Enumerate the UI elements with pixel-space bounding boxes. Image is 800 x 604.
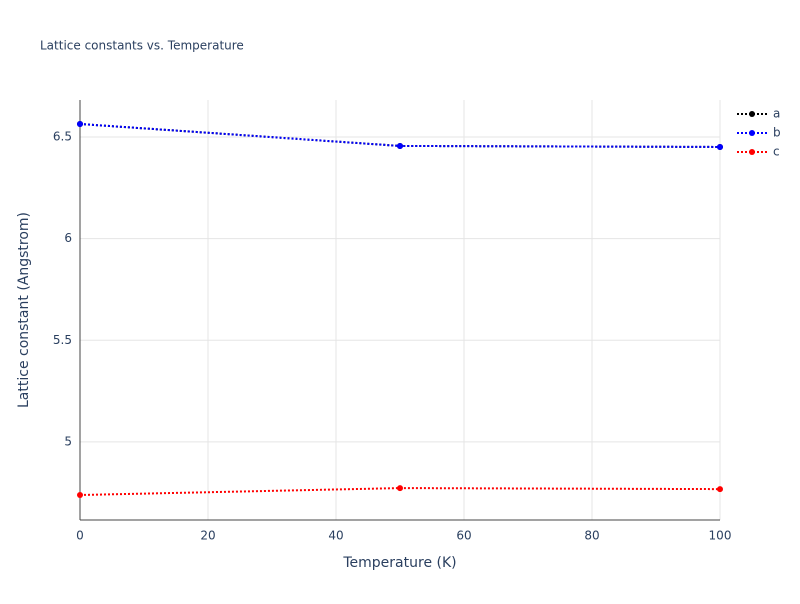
data-point <box>397 485 403 492</box>
legend-marker <box>749 111 755 117</box>
x-axis-label: Temperature (K) <box>342 555 456 571</box>
y-tick-label: 5.5 <box>53 333 72 347</box>
chart-title: Lattice constants vs. Temperature <box>40 39 244 53</box>
x-tick-label: 20 <box>200 529 215 543</box>
legend-marker <box>749 130 755 136</box>
x-tick-label: 80 <box>584 529 599 543</box>
y-axis-label: Lattice constant (Angstrom) <box>16 212 32 408</box>
x-tick-label: 100 <box>709 529 732 543</box>
x-tick-label: 0 <box>76 529 84 543</box>
legend-label: c <box>773 145 780 159</box>
data-point <box>397 142 403 149</box>
legend-marker <box>749 149 755 155</box>
x-tick-label: 60 <box>456 529 471 543</box>
data-point <box>717 143 723 150</box>
legend-label: a <box>773 107 780 121</box>
data-point <box>77 491 83 498</box>
y-tick-label: 6 <box>64 231 72 245</box>
x-tick-label: 40 <box>328 529 343 543</box>
legend-label: b <box>773 126 781 140</box>
data-point <box>717 486 723 493</box>
y-tick-label: 5 <box>64 434 72 448</box>
data-point <box>77 120 83 127</box>
y-tick-label: 6.5 <box>53 129 72 143</box>
